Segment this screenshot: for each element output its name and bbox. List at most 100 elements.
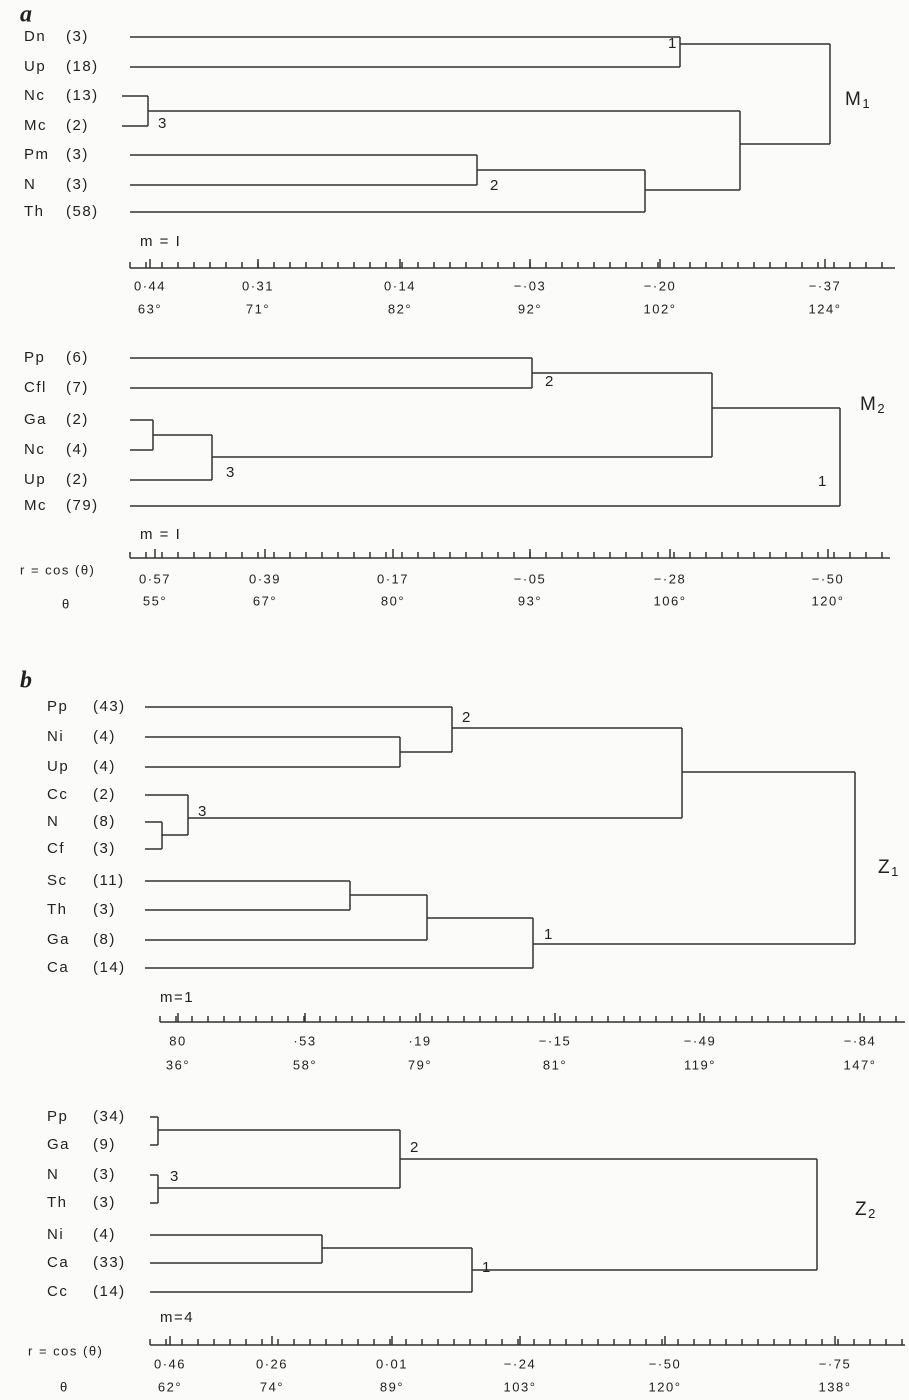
leaf-label: Mc [24, 117, 47, 134]
title-subscript: 1 [862, 96, 871, 111]
theta-axis-label: θ [62, 596, 71, 611]
r-tick-label: −·20 [644, 278, 676, 293]
r-tick-label: −·37 [809, 278, 841, 293]
r-tick-label: 0·39 [249, 571, 281, 586]
leaf-count: (4) [93, 728, 116, 745]
r-tick-label: 0·01 [376, 1356, 408, 1371]
cluster-label: 2 [462, 709, 472, 726]
cluster-label: 2 [490, 177, 500, 194]
m-label: m = I [140, 233, 181, 250]
theta-tick-label: 71° [246, 301, 270, 316]
leaf-count: (3) [66, 146, 89, 163]
r-tick-label: −·05 [514, 571, 546, 586]
leaf-count: (8) [93, 931, 116, 948]
leaf-count: (3) [93, 840, 116, 857]
leaf-label: Cc [47, 786, 68, 803]
leaf-count: (2) [66, 117, 89, 134]
m-label: m=4 [160, 1309, 194, 1326]
leaf-label: Ca [47, 959, 69, 976]
cluster-label: 2 [545, 373, 555, 390]
theta-tick-label: 102° [644, 301, 677, 316]
dendrogram-title: Z1 [878, 857, 900, 879]
cluster-label: 1 [482, 1259, 492, 1276]
theta-tick-label: 119° [684, 1057, 716, 1072]
leaf-count: (3) [93, 1194, 116, 1211]
leaf-count: (4) [93, 758, 116, 775]
leaf-label: Ni [47, 1226, 64, 1243]
theta-tick-label: 58° [293, 1057, 317, 1072]
leaf-label: Cfl [24, 379, 47, 396]
r-axis-label: r = cos (θ) [28, 1343, 103, 1358]
r-tick-label: 0·26 [256, 1356, 288, 1371]
title-name: Z [878, 857, 891, 878]
dendrogram: Dn (3) Up (18) Nc (13) Mc (2) Pm (3) N (3) Th (58) 1 3 2… [24, 28, 895, 316]
theta-tick-label: 55° [143, 593, 167, 608]
leaf-count: (33) [93, 1254, 126, 1271]
theta-tick-label: 93° [518, 593, 542, 608]
title-subscript: 1 [891, 864, 900, 879]
r-tick-label: 0·44 [134, 278, 166, 293]
r-tick-label: −·24 [504, 1356, 536, 1371]
theta-tick-label: 106° [654, 593, 687, 608]
dendrogram: Pp (43) Ni (4) Up (4) Cc (2) N (8) Cf (3) Sc (11) Th (3… [47, 698, 905, 1072]
leaf-count: (14) [93, 1283, 126, 1300]
r-tick-label: 0·46 [154, 1356, 186, 1371]
m-label: m=1 [160, 989, 194, 1006]
title-name: M [860, 394, 877, 415]
leaf-count: (11) [93, 872, 125, 889]
theta-tick-label: 63° [138, 301, 162, 316]
leaf-count: (6) [66, 349, 89, 366]
leaf-label: Th [24, 203, 45, 220]
theta-tick-label: 120° [812, 593, 845, 608]
theta-tick-label: 79° [408, 1057, 432, 1072]
leaf-label: Cf [47, 840, 65, 857]
title-name: M [845, 89, 862, 110]
theta-tick-label: 67° [253, 593, 277, 608]
leaf-count: (8) [93, 813, 116, 830]
theta-tick-label: 120° [649, 1379, 682, 1394]
leaf-label: Th [47, 1194, 68, 1211]
theta-tick-label: 62° [158, 1379, 182, 1394]
leaf-label: N [47, 813, 59, 830]
r-tick-label: 0·14 [384, 278, 416, 293]
leaf-count: (2) [66, 471, 89, 488]
leaf-label: N [24, 176, 36, 193]
title-subscript: 2 [877, 401, 886, 416]
leaf-label: Ga [47, 931, 70, 948]
theta-tick-label: 36° [166, 1057, 190, 1072]
leaf-label: Mc [24, 497, 47, 514]
leaf-label: Ca [47, 1254, 69, 1271]
theta-tick-label: 82° [388, 301, 412, 316]
leaf-label: Ni [47, 728, 64, 745]
r-tick-label: ·53 [293, 1033, 316, 1048]
leaf-label: Ga [24, 411, 47, 428]
dendrogram-title: Z2 [855, 1199, 877, 1221]
dendrogram-title: M1 [845, 89, 871, 111]
leaf-label: Th [47, 901, 68, 918]
leaf-label: Dn [24, 28, 46, 45]
cluster-label: 1 [818, 473, 828, 490]
leaf-count: (3) [66, 28, 89, 45]
leaf-label: N [47, 1166, 59, 1183]
title-name: Z [855, 1199, 868, 1220]
leaf-count: (3) [93, 1166, 116, 1183]
leaf-count: (4) [93, 1226, 116, 1243]
leaf-label: Pp [47, 698, 68, 715]
leaf-count: (58) [66, 203, 99, 220]
theta-tick-label: 147° [844, 1057, 877, 1072]
theta-tick-label: 92° [518, 301, 542, 316]
r-tick-label: −·15 [539, 1033, 571, 1048]
leaf-label: Nc [24, 441, 45, 458]
leaf-count: (3) [66, 176, 89, 193]
title-subscript: 2 [868, 1206, 877, 1221]
dendrogram: Pp (34) Ga (9) N (3) Th (3) Ni (4) Ca (33) Cc (14) 3 2 1… [28, 1108, 905, 1394]
r-tick-label: 80 [169, 1033, 186, 1048]
leaf-count: (4) [66, 441, 89, 458]
cluster-label: 3 [198, 803, 208, 820]
r-tick-label: 0·57 [139, 571, 171, 586]
cluster-label: 3 [170, 1168, 180, 1185]
leaf-label: Ga [47, 1136, 70, 1153]
r-tick-label: −·03 [514, 278, 546, 293]
leaf-count: (79) [66, 497, 99, 514]
